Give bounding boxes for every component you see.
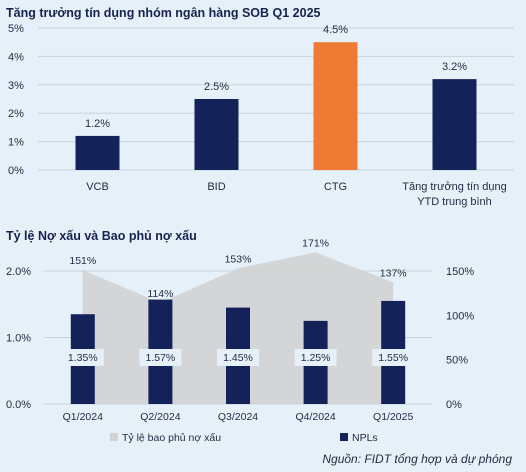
chart2-category-label: Q2/2024 <box>140 411 180 423</box>
chart2-ytick-left-label: 0.0% <box>6 399 31 411</box>
legend-coverage-swatch <box>110 433 118 441</box>
credit-growth-chart: 0% 1% 2% 3% 4% 5% 1.2% VCB 2.5% BID 4.5% CTG 3.2% Tăn… <box>8 23 514 208</box>
chart1-bar <box>313 42 358 171</box>
legend-coverage-label: Tỷ lệ bao phủ nợ xấu <box>122 432 221 444</box>
chart1-ytick-label: 3% <box>8 80 24 92</box>
chart2-ytick-left-label: 1.0% <box>6 333 31 345</box>
chart1-category-label: CTG <box>324 181 347 193</box>
chart1-ytick-label: 5% <box>8 23 24 35</box>
chart1-category-label: BID <box>207 181 225 193</box>
npl-label-box <box>217 349 259 366</box>
legend-npl-label: NPLs <box>352 432 378 444</box>
chart2-category-label: Q3/2024 <box>218 411 258 423</box>
legend-npl-swatch <box>340 433 348 441</box>
chart1-ytick-label: 4% <box>8 51 24 63</box>
chart1-data-label: 1.2% <box>85 118 110 130</box>
npl-data-label: 1.45% <box>223 352 253 364</box>
chart1-title: Tăng trưởng tín dụng nhóm ngân hàng SOB … <box>6 6 321 20</box>
coverage-data-label: 171% <box>302 237 329 249</box>
chart1-bar <box>432 79 477 170</box>
npl-label-box <box>139 349 182 366</box>
npl-label-box <box>372 349 415 366</box>
npl-data-label: 1.25% <box>301 352 331 364</box>
coverage-data-label: 114% <box>147 288 173 300</box>
chart2-title: Tỷ lệ Nợ xấu và Bao phủ nợ xấu <box>6 229 197 243</box>
chart1-bar <box>194 99 239 170</box>
chart1-category-label: Tăng trưởng tín dụng <box>402 181 506 193</box>
chart1-ytick-label: 1% <box>8 137 24 149</box>
chart2-ytick-right-label: 150% <box>446 266 474 278</box>
chart1-category-label: VCB <box>86 181 109 193</box>
npl-data-label: 1.57% <box>146 352 176 364</box>
coverage-data-label: 151% <box>69 255 96 267</box>
source-note: Nguồn: FIDT tổng hợp và dự phóng <box>322 452 512 466</box>
chart2-ytick-right-label: 50% <box>446 355 468 367</box>
npl-data-label: 1.55% <box>378 352 408 364</box>
chart1-data-label: 3.2% <box>442 61 467 73</box>
chart1-data-label: 4.5% <box>323 24 348 36</box>
npl-label-box <box>61 349 104 366</box>
coverage-data-label: 153% <box>225 253 252 265</box>
npl-label-box <box>294 349 337 366</box>
chart1-category-label: YTD trung bình <box>417 196 492 208</box>
chart2-ytick-right-label: 0% <box>446 399 462 411</box>
chart1-bar <box>75 135 120 170</box>
chart2-ytick-right-label: 100% <box>446 310 474 322</box>
chart2-category-label: Q1/2025 <box>373 411 413 423</box>
chart2-category-label: Q1/2024 <box>63 411 103 423</box>
chart1-ytick-label: 2% <box>8 108 24 120</box>
npl-data-label: 1.35% <box>68 352 98 364</box>
chart2-category-label: Q4/2024 <box>295 411 335 423</box>
chart1-data-label: 2.5% <box>204 81 229 93</box>
chart2-ytick-left-label: 2.0% <box>6 266 31 278</box>
coverage-data-label: 137% <box>380 268 407 280</box>
chart1-ytick-label: 0% <box>8 165 24 177</box>
